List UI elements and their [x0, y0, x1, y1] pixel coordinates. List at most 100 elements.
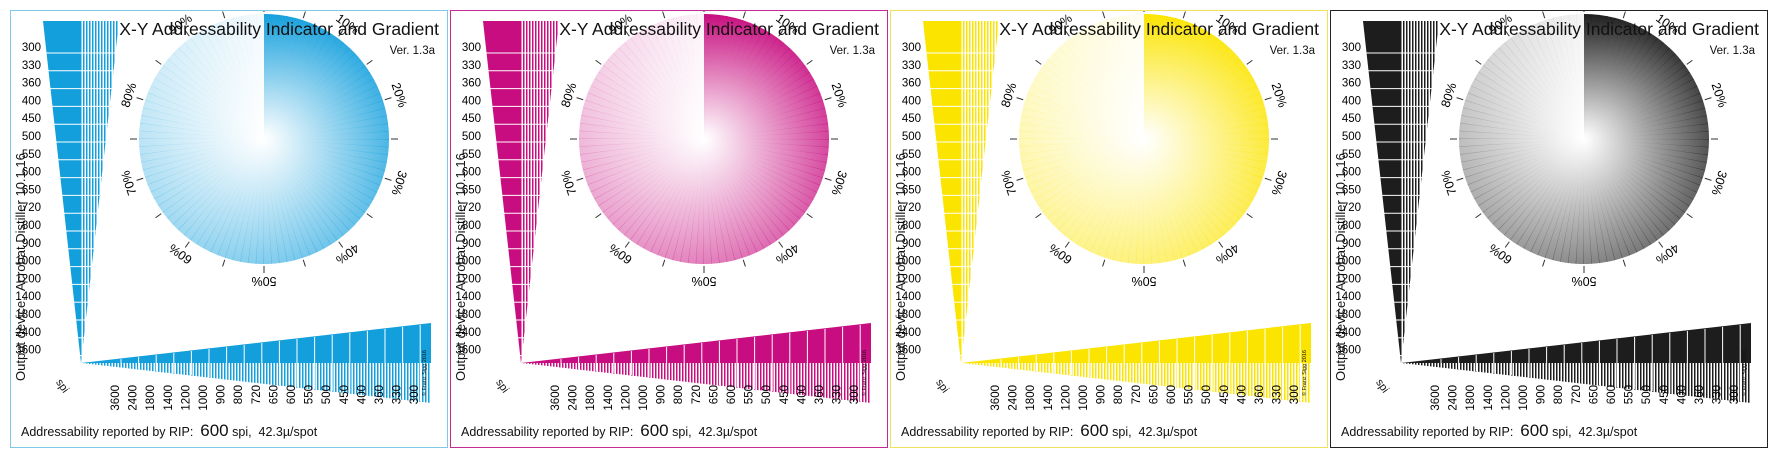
x-wedge-label: 1800	[1465, 385, 1477, 411]
dial-sector	[1022, 99, 1144, 139]
dial-percent-label: 50%	[251, 274, 276, 288]
y-wedge-label: 2400	[455, 327, 481, 339]
dial-sector	[167, 53, 264, 139]
dial-sector	[1523, 139, 1584, 253]
x-wedge-label: 300	[1729, 385, 1741, 404]
dial-sector	[1083, 25, 1144, 139]
y-wedge-label: 600	[22, 167, 41, 179]
y-wedge-label: 1800	[455, 309, 481, 321]
y-wedge-label: 500	[22, 131, 41, 143]
x-wedge-labels: 3600 2400 1800 1400 1200 1000 900 800 720 650 600 5…	[550, 385, 861, 411]
dial-sector	[1144, 139, 1250, 213]
y-wedge-label: 330	[1342, 60, 1361, 72]
y-wedge-label: 650	[462, 184, 481, 196]
dial-tick	[384, 177, 392, 181]
target-panel-black: 100%10%20%30%40%50%60%70%80%90% 300 330 36…	[1330, 10, 1768, 448]
dial-tick	[824, 177, 832, 181]
dial-sector	[704, 33, 778, 139]
dial-sectors	[1018, 13, 1270, 265]
dial-tick	[1622, 259, 1626, 267]
y-wedge-label: 1400	[895, 291, 921, 303]
dial-tick	[384, 97, 392, 101]
dial-sector	[264, 78, 378, 139]
rip-unit: spi,	[1552, 425, 1572, 439]
y-wedge-label: 330	[22, 60, 41, 72]
x-wedge-label: 1400	[1483, 385, 1495, 411]
dial-sector	[1030, 78, 1144, 139]
dial-sector	[618, 139, 704, 236]
output-device-caption: Output device:	[1333, 297, 1348, 381]
copyright-note: © Franz Sigg 2016	[862, 350, 868, 396]
dial-sector	[1144, 22, 1198, 139]
dial-sector	[1063, 139, 1144, 241]
dial-sector	[1470, 78, 1584, 139]
x-wedge-label: 450	[1219, 385, 1231, 404]
dial-sector	[696, 13, 705, 139]
y-wedge-label: 900	[902, 238, 921, 250]
dial-tick	[742, 11, 746, 19]
dial-percent-label: 40%	[333, 241, 361, 267]
dial-percent-label: 30%	[1269, 169, 1290, 197]
x-wedge-label: 800	[673, 385, 685, 404]
dial-sector	[178, 139, 264, 236]
dial-sector	[1537, 139, 1584, 258]
spot-size: 42.3µ/spot	[1138, 425, 1198, 439]
y-wedge	[1363, 21, 1439, 363]
dial-percent-label: 60%	[1046, 241, 1074, 267]
dial-tick	[222, 259, 226, 267]
y-wedge	[483, 21, 559, 363]
dial-sector	[184, 37, 264, 139]
dial-sector	[704, 115, 829, 139]
dial-tick	[184, 30, 190, 37]
dial-sector	[1076, 139, 1144, 249]
dial-sector	[624, 37, 704, 139]
dial-sector	[1530, 22, 1584, 139]
x-wedge-solid	[521, 323, 871, 363]
dial-sectors	[1458, 13, 1710, 265]
x-wedge-label: 900	[1536, 385, 1548, 404]
dial-sector	[1584, 139, 1658, 245]
dial-tick	[576, 177, 584, 181]
rip-value: 600	[1080, 421, 1109, 440]
dial-sector	[704, 139, 823, 186]
x-wedge-label: 600	[1166, 385, 1178, 404]
dial-tick	[1686, 213, 1693, 219]
x-wedge-label: 450	[779, 385, 791, 404]
x-wedge-label: 3600	[1430, 385, 1442, 411]
dial-tick	[1264, 97, 1272, 101]
dial-sector	[150, 139, 264, 200]
dial-sector	[1530, 139, 1584, 256]
dial-sector	[178, 42, 264, 139]
dial-sector	[1144, 139, 1258, 200]
dial-sector	[264, 22, 318, 139]
dial-sector	[1025, 92, 1144, 139]
y-wedge-label: 500	[462, 131, 481, 143]
dial-sector	[1584, 139, 1631, 259]
dial-sector	[1584, 139, 1616, 262]
x-wedge-label: 330	[1712, 385, 1724, 404]
dial-tick	[595, 59, 602, 65]
dial-sector	[264, 139, 370, 213]
gradient-dial: 100%10%20%30%40%50%60%70%80%90%	[1438, 11, 1730, 288]
y-wedge-label: 360	[462, 78, 481, 90]
dial-sector	[263, 139, 272, 265]
y-wedge-label: 1400	[15, 291, 41, 303]
dial-sector	[607, 53, 704, 139]
target-panel-magenta: 100%10%20%30%40%50%60%70%80%90% 30033036…	[450, 10, 888, 448]
dial-sector	[598, 139, 704, 213]
dial-percent-label: 20%	[1269, 81, 1290, 109]
dial-tick	[338, 30, 344, 37]
dial-sector	[612, 47, 704, 139]
dial-sector	[582, 99, 704, 139]
dial-sector	[1144, 72, 1254, 139]
dial-sector	[607, 139, 704, 225]
dial-tick	[662, 259, 666, 267]
dial-sector	[183, 139, 264, 241]
dial-tick	[662, 11, 666, 19]
x-wedge-label: 360	[1254, 385, 1266, 404]
x-wedge-label: 650	[268, 385, 280, 404]
dial-tick	[1264, 177, 1272, 181]
y-wedge-label: 2400	[1335, 327, 1361, 339]
dial-percent-label: 80%	[998, 81, 1019, 109]
dial-sector	[704, 37, 785, 139]
